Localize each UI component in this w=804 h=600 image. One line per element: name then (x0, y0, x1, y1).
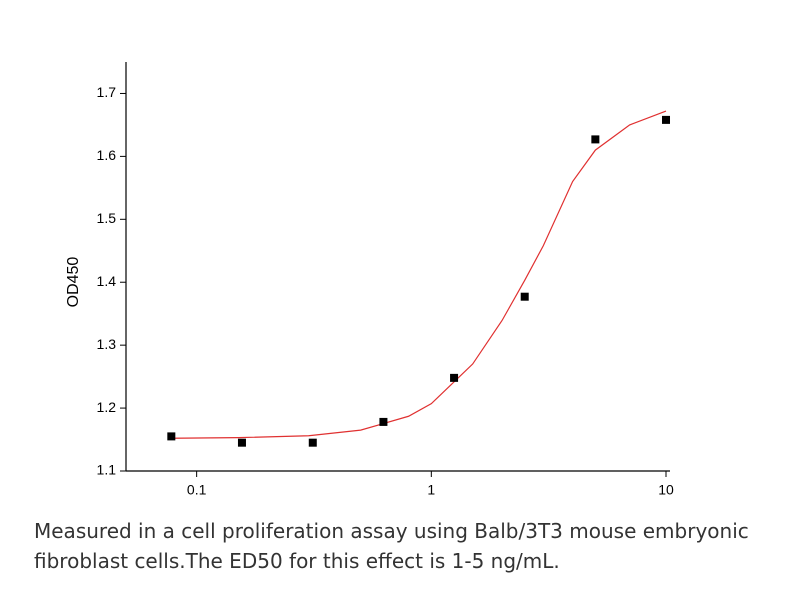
data-point (450, 373, 459, 382)
y-tick-label: 1.5 (97, 210, 117, 226)
caption: Measured in a cell proliferation assay u… (34, 519, 749, 573)
y-axis-label: OD450 (65, 257, 82, 308)
data-point (662, 115, 671, 124)
y-tick-label: 1.4 (97, 273, 117, 289)
data-point (520, 292, 529, 301)
data-point (591, 135, 600, 144)
y-tick-label: 1.2 (97, 399, 117, 415)
x-tick-label: 1 (427, 482, 435, 498)
data-point (379, 417, 388, 426)
y-tick-label: 1.6 (97, 147, 117, 163)
y-tick-label: 1.1 (97, 462, 117, 478)
y-tick-label: 1.7 (97, 84, 117, 100)
data-point (167, 432, 176, 441)
y-tick-label: 1.3 (97, 336, 117, 352)
x-tick-label: 0.1 (187, 482, 207, 498)
data-point (308, 438, 317, 447)
x-tick-label: 10 (658, 482, 674, 498)
fit-curve (171, 110, 667, 439)
chart: OD450 1.1 1.2 1.3 1.4 1.5 1.6 1.7 0.1 1 10 (65, 62, 674, 498)
data-point (237, 438, 246, 447)
